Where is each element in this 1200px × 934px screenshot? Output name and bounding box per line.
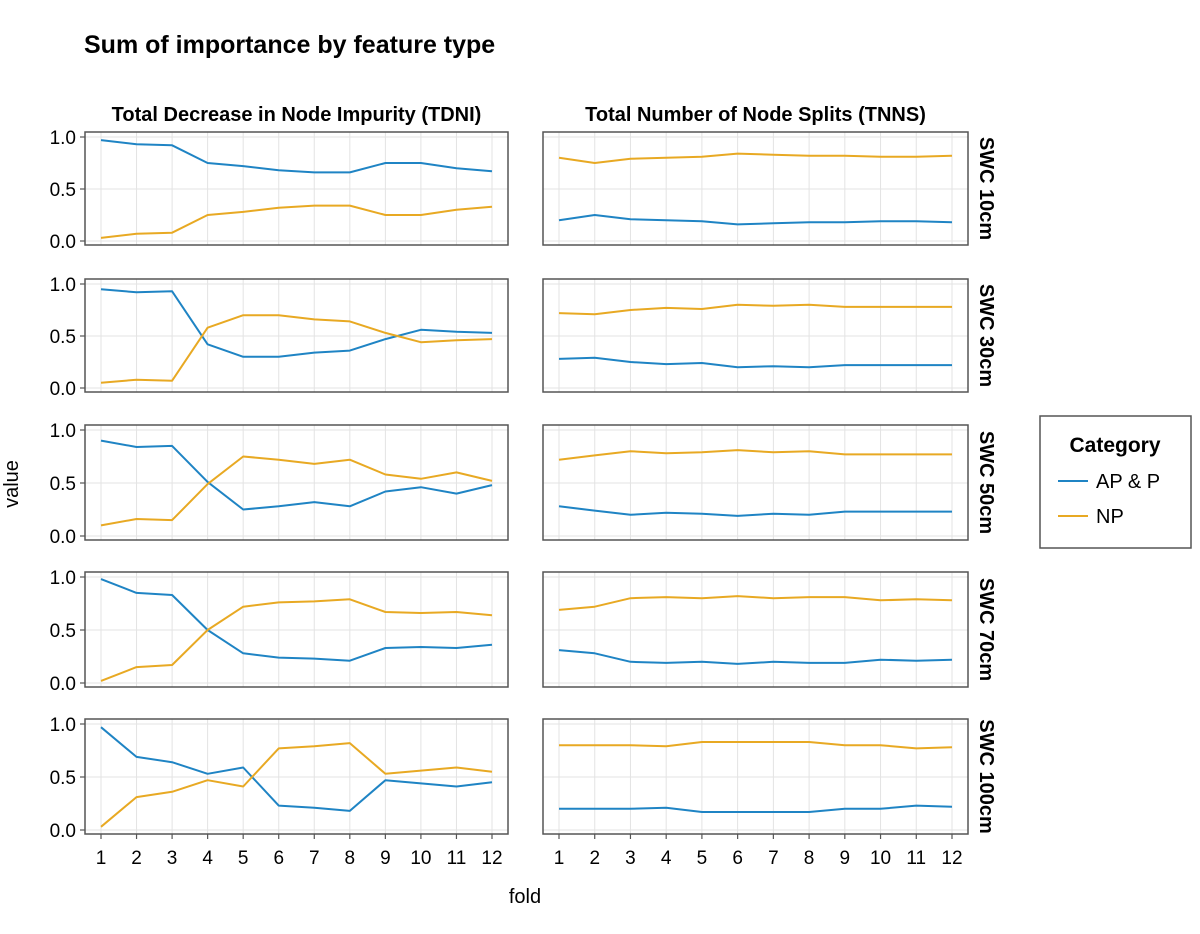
- row-label-swc-70cm: SWC 70cm: [975, 578, 997, 681]
- panels-layer: Total Decrease in Node Impurity (TDNI) To…: [50, 104, 997, 869]
- x-tick-label: 11: [906, 848, 926, 869]
- x-tick-label: 4: [661, 848, 672, 869]
- panel-frame: [542, 424, 969, 541]
- x-tick-label: 11: [447, 848, 467, 869]
- y-tick-label: 1.0: [50, 275, 76, 296]
- x-tick-label: 2: [131, 848, 142, 869]
- panel-swc-70cm-tdni: 0.0 0.5 1.0: [50, 568, 509, 695]
- row-label-swc-10cm: SWC 10cm: [975, 137, 997, 240]
- panel-swc-50cm-tnns: [542, 424, 969, 541]
- series-line-ap-p: [100, 726, 493, 812]
- row-label-swc-50cm: SWC 50cm: [975, 431, 997, 534]
- panel-swc-30cm-tdni: 0.0 0.5 1.0: [50, 275, 509, 400]
- legend-label-ap-p: AP & P: [1096, 471, 1160, 493]
- x-tick-label: 12: [481, 848, 502, 869]
- series-line-np: [559, 741, 953, 750]
- x-tick-label: 3: [625, 848, 636, 869]
- column-title-2: Total Number of Node Splits (TNNS): [585, 104, 926, 126]
- x-tick-label: 4: [202, 848, 213, 869]
- y-tick-label: 0.0: [50, 379, 76, 400]
- series-line-ap-p: [559, 804, 953, 813]
- x-tick-label: 12: [941, 848, 962, 869]
- x-tick-label: 6: [732, 848, 743, 869]
- panel-swc-30cm-tnns: [542, 278, 969, 393]
- y-tick-label: 1.0: [50, 128, 76, 149]
- series-line-np: [100, 742, 493, 828]
- y-tick-label: 0.0: [50, 674, 76, 695]
- x-tick-label: 7: [768, 848, 779, 869]
- x-tick-label: 1: [96, 848, 107, 869]
- legend-title: Category: [1069, 434, 1160, 457]
- y-tick-label: 0.0: [50, 232, 76, 253]
- y-axis-label: value: [1, 460, 23, 508]
- x-tick-label: 5: [238, 848, 249, 869]
- panel-swc-10cm-tdni: 0.0 0.5 1.0: [50, 128, 509, 253]
- series-line-np: [100, 455, 493, 527]
- x-tick-label: 7: [309, 848, 320, 869]
- x-axis-label: fold: [509, 886, 541, 908]
- x-tick-label: 9: [380, 848, 391, 869]
- legend-entries: AP & P NP: [1058, 471, 1160, 528]
- x-tick-label: 5: [697, 848, 708, 869]
- panel-swc-10cm-tnns: [542, 131, 969, 246]
- y-tick-label: 0.5: [50, 180, 76, 201]
- series-line-ap-p: [558, 214, 953, 226]
- y-tick-label: 0.0: [50, 821, 76, 842]
- series-line-np: [558, 449, 952, 461]
- x-tick-label: 3: [167, 848, 178, 869]
- series-line-ap-p: [558, 505, 952, 517]
- x-tick-label: 10: [410, 848, 431, 869]
- series-line-np: [100, 204, 493, 239]
- x-tick-label: 8: [345, 848, 356, 869]
- x-tick-label: 1: [554, 848, 565, 869]
- y-tick-label: 0.5: [50, 474, 76, 495]
- series-line-np: [558, 303, 952, 316]
- panel-frame: [542, 278, 969, 393]
- y-tick-label: 0.0: [50, 527, 76, 548]
- series-line-np: [100, 598, 493, 682]
- chart-title: Sum of importance by feature type: [84, 31, 495, 59]
- x-tick-label: 9: [840, 848, 851, 869]
- y-tick-label: 0.5: [50, 768, 76, 789]
- column-title-1: Total Decrease in Node Impurity (TDNI): [112, 104, 482, 126]
- row-label-swc-100cm: SWC 100cm: [975, 719, 997, 834]
- legend-label-np: NP: [1096, 506, 1124, 528]
- x-tick-label: 8: [804, 848, 815, 869]
- x-tick-label: 10: [870, 848, 891, 869]
- series-line-ap-p: [100, 578, 493, 662]
- series-line-np: [558, 152, 953, 164]
- series-line-ap-p: [558, 649, 953, 665]
- series-line-np: [558, 595, 953, 611]
- panel-frame: [542, 571, 969, 688]
- panel-frame: [542, 131, 969, 246]
- y-tick-label: 1.0: [50, 421, 76, 442]
- x-tick-label: 6: [273, 848, 284, 869]
- series-line-ap-p: [100, 439, 493, 511]
- y-tick-label: 1.0: [50, 715, 76, 736]
- series-line-ap-p: [558, 356, 952, 369]
- y-tick-label: 0.5: [50, 327, 76, 348]
- y-tick-label: 1.0: [50, 568, 76, 589]
- series-line-ap-p: [100, 139, 493, 174]
- series-line-np: [100, 314, 493, 384]
- x-tick-label: 2: [589, 848, 600, 869]
- panel-swc-100cm-tdni: 0.00.51.01 2 3 4 5 6 7 8 9 10 11 12: [50, 715, 509, 869]
- series-line-ap-p: [100, 288, 493, 358]
- y-tick-label: 0.5: [50, 621, 76, 642]
- panel-swc-50cm-tdni: 0.0 0.5 1.0: [50, 421, 509, 548]
- row-label-swc-30cm: SWC 30cm: [975, 284, 997, 387]
- panel-swc-100cm-tnns: 1 2 3 4 5 6 7 8 9 10 11 12: [542, 718, 969, 869]
- legend: Category AP & P NP: [1039, 415, 1192, 549]
- panel-frame: [542, 718, 969, 835]
- panel-swc-70cm-tnns: [542, 571, 969, 688]
